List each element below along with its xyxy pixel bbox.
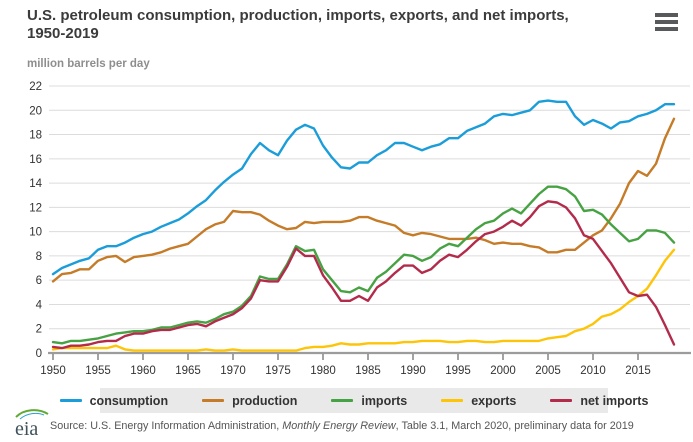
source-suffix: , Table 3.1, March 2020, preliminary dat… <box>395 420 634 432</box>
page-title: U.S. petroleum consumption, production, … <box>27 7 627 43</box>
source-citation: Source: U.S. Energy Information Administ… <box>50 420 634 432</box>
y-tick-label: 0 <box>36 348 42 360</box>
legend-swatch-net-imports <box>550 399 573 402</box>
y-tick-label: 20 <box>29 105 42 117</box>
legend-item-net-imports[interactable]: net imports <box>550 394 648 408</box>
hamburger-menu-icon[interactable] <box>655 13 678 31</box>
x-tick-label: 1980 <box>310 365 336 377</box>
x-tick-label: 2015 <box>625 365 651 377</box>
x-tick-label: 1960 <box>130 365 156 377</box>
eia-logo[interactable]: eia <box>10 408 52 440</box>
legend-swatch-consumption <box>59 399 82 402</box>
y-axis-unit-label: million barrels per day <box>27 58 150 70</box>
hamburger-bar <box>655 26 678 31</box>
x-tick-label: 1985 <box>355 365 381 377</box>
legend-item-imports[interactable]: imports <box>331 394 407 408</box>
legend: consumption production imports exports net i… <box>59 388 648 413</box>
legend-item-production[interactable]: production <box>202 394 297 408</box>
logo-text: eia <box>15 418 38 440</box>
legend-label: consumption <box>89 393 169 408</box>
legend-label: net imports <box>580 393 649 408</box>
series-line-consumption <box>51 99 676 276</box>
x-tick-label: 2005 <box>535 365 561 377</box>
hamburger-bar <box>655 13 678 17</box>
y-tick-label: 16 <box>29 154 42 166</box>
x-tick-label: 1970 <box>220 365 246 377</box>
title-line-1: U.S. petroleum consumption, production, … <box>27 7 569 24</box>
y-tick-label: 14 <box>29 178 42 190</box>
title-line-2: 1950-2019 <box>27 25 99 42</box>
source-prefix: Source: U.S. Energy Information Administ… <box>50 420 283 432</box>
legend-swatch-imports <box>331 399 354 402</box>
y-tick-label: 10 <box>29 227 42 239</box>
legend-item-consumption[interactable]: consumption <box>59 393 169 408</box>
source-publication: Monthly Energy Review <box>282 420 396 432</box>
series-line-production <box>51 117 676 283</box>
plot-area: 0 2 4 6 8 10 12 14 16 18 20 22 1950 1955 1960 1965 1970 1… <box>29 81 691 377</box>
legend-swatch-production <box>202 399 225 402</box>
x-tick-label: 2010 <box>580 365 606 377</box>
y-tick-label: 18 <box>29 130 42 142</box>
legend-item-exports[interactable]: exports <box>441 394 516 408</box>
y-tick-label: 22 <box>29 81 42 93</box>
legend-swatch-exports <box>441 399 464 402</box>
series-line-net-imports <box>51 200 676 350</box>
x-tick-label: 2000 <box>490 365 516 377</box>
series-line-imports <box>51 185 676 345</box>
x-tick-label: 1995 <box>445 365 471 377</box>
x-tick-label: 1955 <box>85 365 111 377</box>
legend-label: exports <box>471 393 517 408</box>
y-tick-label: 4 <box>36 299 43 311</box>
x-tick-label: 1965 <box>175 365 201 377</box>
legend-label: imports <box>361 393 408 408</box>
legend-label: production <box>232 393 298 408</box>
series-line-exports <box>51 248 676 352</box>
logo-swoosh-teal <box>19 412 45 420</box>
x-tick-label: 1950 <box>40 365 66 377</box>
y-tick-label: 6 <box>36 275 42 287</box>
y-tick-label: 12 <box>29 202 42 214</box>
hamburger-bar <box>655 19 678 24</box>
y-tick-label: 8 <box>36 251 42 263</box>
y-tick-label: 2 <box>36 324 42 336</box>
logo-swoosh-green <box>15 409 49 418</box>
x-tick-label: 1990 <box>400 365 426 377</box>
x-tick-label: 1975 <box>265 365 291 377</box>
